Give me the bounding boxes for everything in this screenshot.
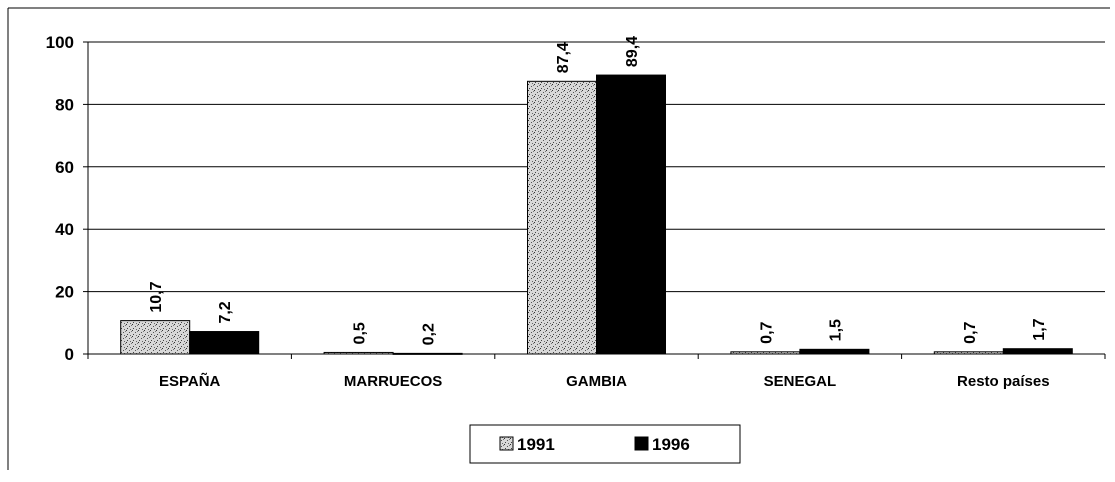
- bar: [323, 351, 394, 355]
- data-label: 0,5: [352, 322, 369, 344]
- bar: [730, 351, 801, 355]
- data-label: 1,5: [827, 319, 844, 341]
- bar: [527, 80, 597, 355]
- data-label: 7,2: [217, 301, 234, 323]
- y-tick-label: 80: [55, 95, 74, 114]
- data-label: 1,7: [1031, 318, 1048, 340]
- bar: [596, 74, 666, 355]
- legend-label: 1991: [517, 435, 555, 454]
- legend-swatch: [499, 436, 514, 451]
- bar: [120, 320, 191, 355]
- x-tick-label: GAMBIA: [566, 373, 627, 390]
- data-label: 89,4: [624, 36, 641, 67]
- data-label: 87,4: [555, 42, 572, 73]
- x-tick-label: ESPAÑA: [159, 372, 221, 390]
- data-label: 0,7: [962, 321, 979, 343]
- x-tick-label: SENEGAL: [764, 373, 837, 390]
- y-tick-label: 20: [55, 283, 74, 302]
- x-tick-label: Resto países: [957, 373, 1050, 390]
- data-label: 10,7: [148, 281, 165, 312]
- legend-box: [469, 424, 741, 464]
- legend-swatch: [634, 436, 649, 451]
- y-tick-label: 40: [55, 220, 74, 239]
- bar: [189, 331, 260, 355]
- bar: [392, 352, 463, 355]
- data-label: 0,7: [758, 321, 775, 343]
- y-tick-label: 100: [46, 33, 74, 52]
- legend-label: 1996: [652, 435, 690, 454]
- y-tick-label: 60: [55, 158, 74, 177]
- y-tick-label: 0: [65, 345, 74, 364]
- bar: [799, 348, 870, 355]
- bar: [1002, 348, 1073, 355]
- x-tick-label: MARRUECOS: [344, 373, 442, 390]
- data-label: 0,2: [421, 323, 438, 345]
- bar: [933, 351, 1004, 355]
